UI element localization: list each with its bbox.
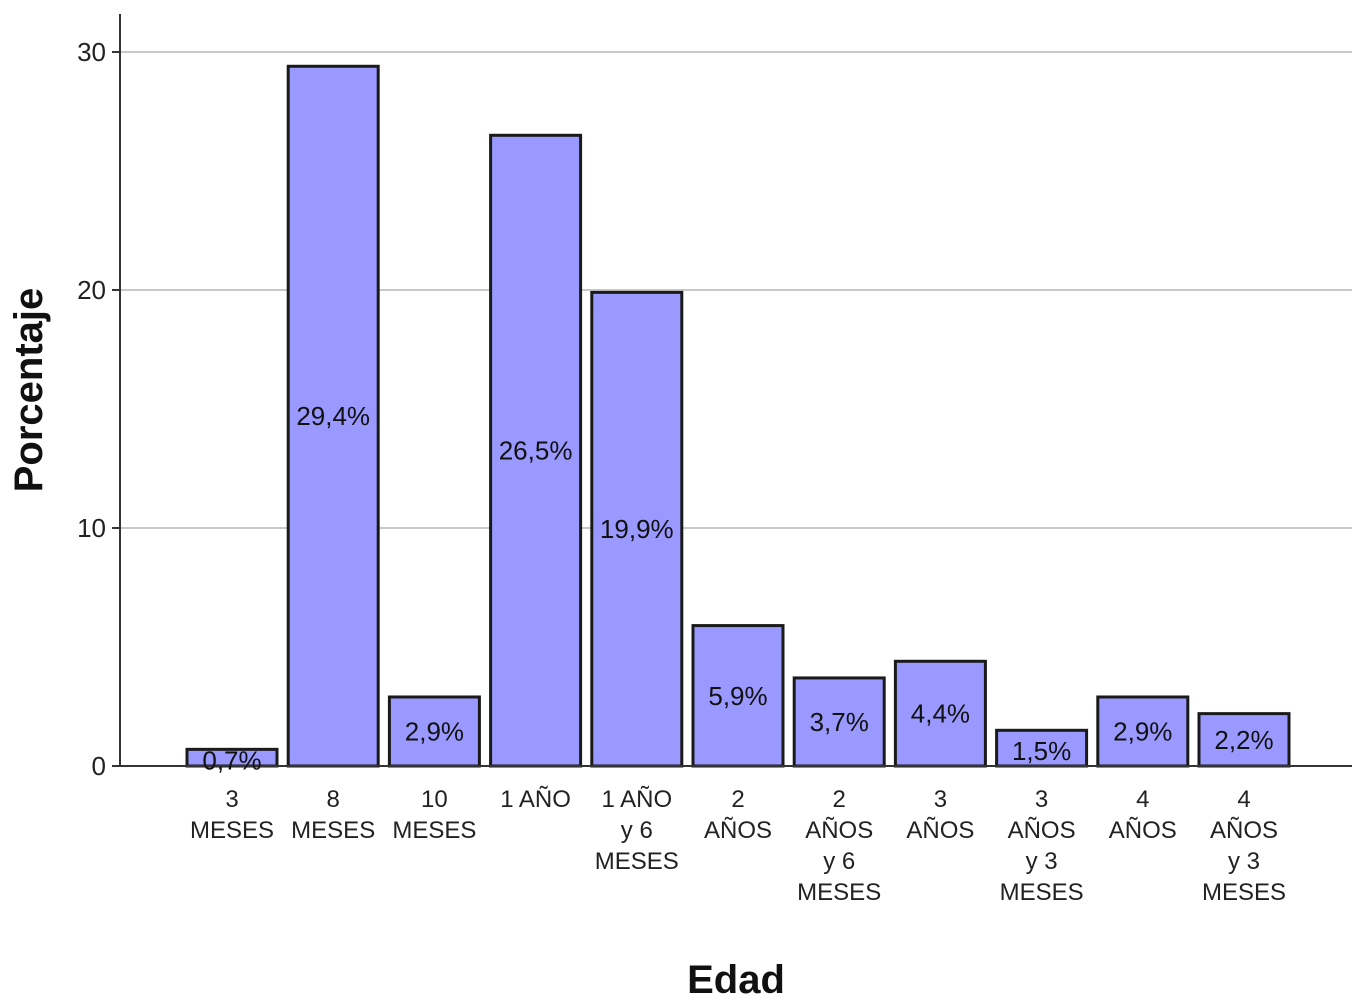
x-category-label-line: y 6 xyxy=(823,848,855,875)
x-category-label-line: MESES xyxy=(291,817,375,844)
x-category-label: 2 AÑOS y 6 MESES xyxy=(797,786,881,906)
bar xyxy=(691,624,785,768)
y-tick-labels: 0 10 20 30 xyxy=(77,37,120,781)
bar-data-label: 2,9% xyxy=(1113,716,1172,746)
bar xyxy=(792,676,886,768)
x-category-label-line: AÑOS xyxy=(704,817,772,844)
x-category-label-line: 3 xyxy=(225,786,238,813)
x-category-label-line: AÑOS xyxy=(1109,817,1177,844)
x-category-label: 10 MESES xyxy=(392,786,476,844)
x-category-label-line: 4 xyxy=(1136,786,1149,813)
x-category-label-line: 2 xyxy=(833,786,846,813)
bar-data-labels: 0,7% 29,4% 2,9% 26,5% 19,9% 5,9% 3,7% 4,4% 1,5% 2… xyxy=(202,401,1273,776)
axes xyxy=(119,14,1352,767)
bar-data-label: 3,7% xyxy=(810,707,869,737)
bar-data-label: 2,2% xyxy=(1214,725,1273,755)
y-tick-label: 0 xyxy=(92,751,106,781)
x-category-label-line: y 3 xyxy=(1026,848,1058,875)
y-tick-label: 20 xyxy=(77,275,106,305)
y-axis-title: Porcentaje xyxy=(7,288,51,493)
x-category-label-line: 10 xyxy=(421,786,448,813)
x-category-label-line: AÑOS xyxy=(805,817,873,844)
bar-data-label: 2,9% xyxy=(405,716,464,746)
bar xyxy=(995,728,1089,768)
y-tick-label: 10 xyxy=(77,513,106,543)
x-axis-title: Edad xyxy=(687,958,785,1002)
x-category-label-line: 4 xyxy=(1237,786,1250,813)
x-category-label-line: MESES xyxy=(190,817,274,844)
x-category-label: 4 AÑOS y 3 MESES xyxy=(1202,786,1286,906)
x-category-label-line: 1 AÑO xyxy=(500,786,571,813)
bar-data-label: 4,4% xyxy=(911,699,970,729)
x-category-label-line: MESES xyxy=(1000,879,1084,906)
bar-data-label: 19,9% xyxy=(600,514,674,544)
x-category-label: 8 MESES xyxy=(291,786,375,844)
x-category-label-line: 2 xyxy=(731,786,744,813)
x-category-label-line: MESES xyxy=(392,817,476,844)
x-category-label-line: 3 xyxy=(1035,786,1048,813)
bar xyxy=(489,133,583,768)
bar-data-label: 1,5% xyxy=(1012,736,1071,766)
x-category-label: 3 AÑOS y 3 MESES xyxy=(1000,786,1084,906)
bar-data-label: 0,7% xyxy=(202,746,261,776)
x-category-label-line: 8 xyxy=(327,786,340,813)
x-category-label-line: 3 xyxy=(934,786,947,813)
bar xyxy=(893,659,987,768)
x-category-label: 2 AÑOS xyxy=(704,786,772,844)
bar-data-label: 5,9% xyxy=(708,681,767,711)
bars xyxy=(185,64,1291,768)
x-category-labels: 3 MESES 8 MESES 10 MESES 1 AÑO 1 AÑO y 6 MESES 2 AÑ… xyxy=(190,786,1286,906)
bar-data-label: 26,5% xyxy=(499,436,573,466)
x-category-label-line: MESES xyxy=(595,848,679,875)
x-category-label-line: AÑOS xyxy=(1008,817,1076,844)
x-category-label-line: y 6 xyxy=(621,817,653,844)
y-tick-label: 30 xyxy=(77,37,106,67)
x-category-label: 1 AÑO xyxy=(500,786,571,813)
x-category-label: 3 AÑOS xyxy=(906,786,974,844)
bar-data-label: 29,4% xyxy=(296,401,370,431)
x-category-label-line: y 3 xyxy=(1228,848,1260,875)
bar xyxy=(590,290,684,768)
x-category-label-line: AÑOS xyxy=(906,817,974,844)
bar xyxy=(1197,712,1291,768)
x-category-label: 4 AÑOS xyxy=(1109,786,1177,844)
x-category-label: 3 MESES xyxy=(190,786,274,844)
x-category-label-line: 1 AÑO xyxy=(601,786,672,813)
x-category-label-line: MESES xyxy=(797,879,881,906)
bar xyxy=(387,695,481,768)
x-category-label-line: MESES xyxy=(1202,879,1286,906)
x-category-label-line: AÑOS xyxy=(1210,817,1278,844)
x-category-label: 1 AÑO y 6 MESES xyxy=(595,786,679,875)
